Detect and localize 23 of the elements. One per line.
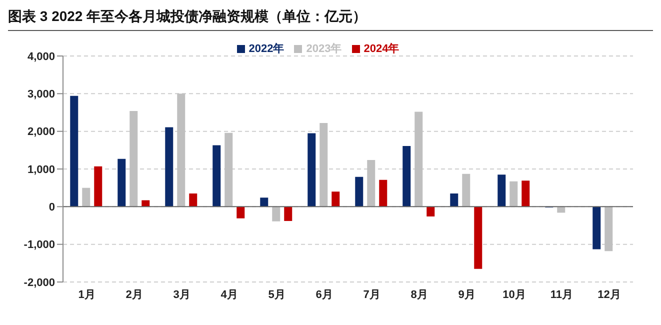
x-tick-label: 12月 (598, 288, 621, 301)
y-tick-label: 0 (48, 202, 55, 214)
y-tick-label: 4,000 (27, 50, 55, 63)
x-tick-label: 1月 (78, 288, 96, 301)
y-tick-label: -2,000 (24, 276, 55, 289)
y-tick-label: -1,000 (24, 239, 55, 252)
x-tick-label: 3月 (173, 288, 190, 301)
x-tick-label: 4月 (220, 288, 238, 301)
x-tick-label: 5月 (268, 288, 286, 301)
legend-label: 2023年 (306, 43, 342, 55)
x-tick-label: 7月 (363, 288, 380, 301)
y-tick-label: 2,000 (27, 126, 55, 138)
chart-title: 图表 3 2022 年至今各月城投债净融资规模（单位：亿元） (8, 8, 653, 31)
x-tick-label: 10月 (502, 288, 526, 301)
y-tick-label: 3,000 (27, 88, 55, 101)
x-tick-label: 6月 (316, 288, 333, 301)
x-tick-label: 11月 (550, 288, 574, 301)
x-tick-label: 9月 (458, 288, 476, 301)
x-tick-label: 8月 (410, 288, 428, 301)
y-tick-label: 1,000 (27, 164, 55, 176)
legend-label: 2024年 (364, 43, 400, 55)
x-tick-label: 2月 (126, 288, 143, 301)
legend-label: 2022年 (248, 43, 284, 55)
